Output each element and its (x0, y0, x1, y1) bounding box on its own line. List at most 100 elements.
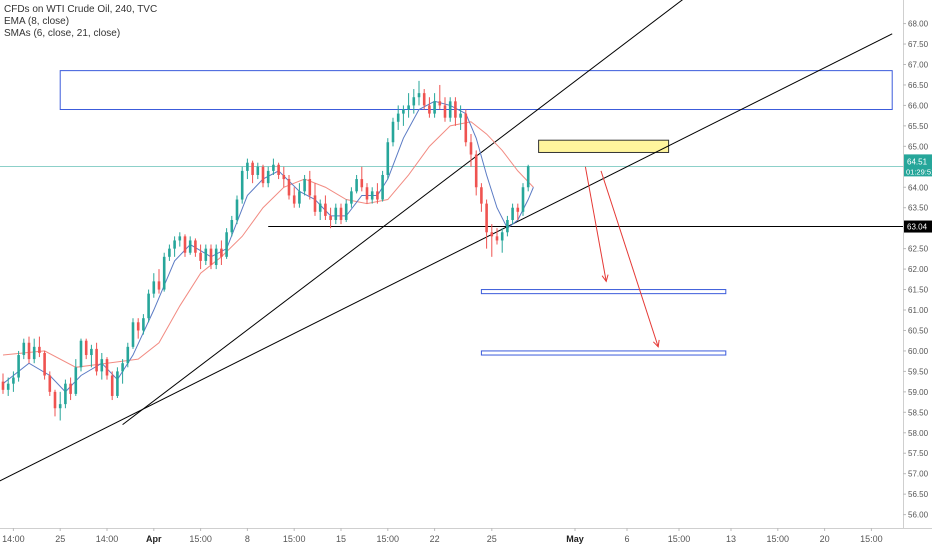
candle-body (162, 256, 166, 290)
y-tick-label: 66.00 (908, 101, 929, 110)
x-tick-label: 15 (336, 534, 346, 544)
candle-body (485, 203, 488, 233)
candle-body (220, 248, 223, 257)
legend-sma[interactable]: SMAs (6, close, 21, close) (4, 28, 121, 39)
candle-body (376, 191, 379, 200)
candle (370, 187, 374, 204)
candle-body (131, 322, 135, 347)
legend-symbol[interactable]: CFDs on WTI Crude Oil, 240, TVC (4, 4, 158, 15)
candle (402, 105, 405, 126)
candle-body (407, 105, 410, 110)
candle (303, 174, 306, 196)
y-tick-label: 58.00 (908, 429, 929, 438)
candle (147, 289, 150, 323)
candle (511, 203, 514, 225)
candle-body (313, 195, 317, 212)
candle (526, 164, 530, 192)
candle (386, 138, 390, 180)
y-tick-label: 65.00 (908, 142, 929, 151)
candle (38, 336, 41, 358)
candle (313, 183, 317, 216)
candle (454, 97, 457, 126)
candle-body (412, 97, 416, 106)
candle (360, 166, 364, 192)
candle-body (454, 101, 457, 118)
candle (381, 170, 384, 202)
trendline-2 (122, 0, 683, 425)
candle (350, 187, 353, 208)
candle (339, 203, 343, 225)
candle-body (526, 166, 530, 188)
candle (100, 352, 104, 380)
y-tick-label: 66.50 (908, 81, 929, 90)
candle (272, 158, 275, 175)
candle (214, 244, 218, 270)
y-tick-label: 68.00 (908, 20, 929, 29)
candle (443, 97, 447, 122)
candle-body (402, 109, 405, 114)
candle-body (370, 191, 374, 200)
countdown-label: 01:29:51 (906, 167, 932, 176)
candle-body (386, 142, 390, 175)
candle (178, 232, 182, 247)
candle-body (194, 240, 197, 253)
candle-body (188, 240, 192, 253)
candle (344, 199, 348, 223)
candle (474, 150, 478, 196)
candle (183, 234, 187, 257)
candle-body (157, 281, 161, 290)
candle (64, 379, 67, 409)
last-price-tag (904, 154, 932, 177)
candle-body (22, 342, 26, 356)
candle-body (318, 203, 322, 212)
candle-body (516, 207, 520, 212)
candle-body (168, 248, 171, 257)
candle (194, 238, 197, 257)
candle (240, 166, 244, 204)
y-tick-label: 60.50 (908, 326, 929, 335)
x-tick-label: 15:00 (668, 534, 691, 544)
y-tick-label: 64.00 (908, 183, 929, 192)
candle (204, 244, 208, 266)
legend-ema[interactable]: EMA (8, close) (4, 16, 70, 27)
entry-zone (538, 139, 670, 153)
candle-body (464, 113, 468, 143)
y-tick-label: 57.50 (908, 449, 929, 458)
x-tick-label: 14:00 (2, 534, 25, 544)
y-tick-label: 67.50 (908, 40, 929, 49)
candle (152, 273, 156, 298)
x-tick-label: 8 (245, 534, 250, 544)
candle-body (95, 348, 98, 372)
candle (142, 314, 145, 335)
x-tick-label: 13 (726, 534, 736, 544)
candle-body (230, 219, 234, 233)
candle-body (116, 371, 119, 396)
candle (22, 338, 26, 360)
candle (469, 134, 473, 167)
candle-body (173, 240, 176, 249)
y-tick-label: 59.00 (908, 388, 929, 397)
candle-body (469, 142, 473, 155)
candle (292, 187, 296, 208)
candle-body (443, 105, 447, 118)
last-price-label: 64.51 (907, 157, 928, 166)
candle (459, 105, 462, 130)
candle (277, 162, 280, 180)
candle (324, 195, 327, 220)
candle-body (121, 363, 124, 372)
candle (27, 336, 31, 364)
candle-body (490, 232, 494, 237)
candle (90, 344, 93, 368)
candle-body (355, 179, 358, 192)
candle (48, 371, 52, 396)
candle-body (277, 164, 280, 175)
candle (407, 93, 410, 118)
candle-body (292, 195, 296, 204)
plot-area (0, 0, 903, 482)
candle-body (64, 383, 67, 405)
candle (209, 244, 213, 270)
candle (433, 93, 436, 118)
candle-body (365, 187, 369, 200)
x-tick-label: 15:00 (860, 534, 883, 544)
